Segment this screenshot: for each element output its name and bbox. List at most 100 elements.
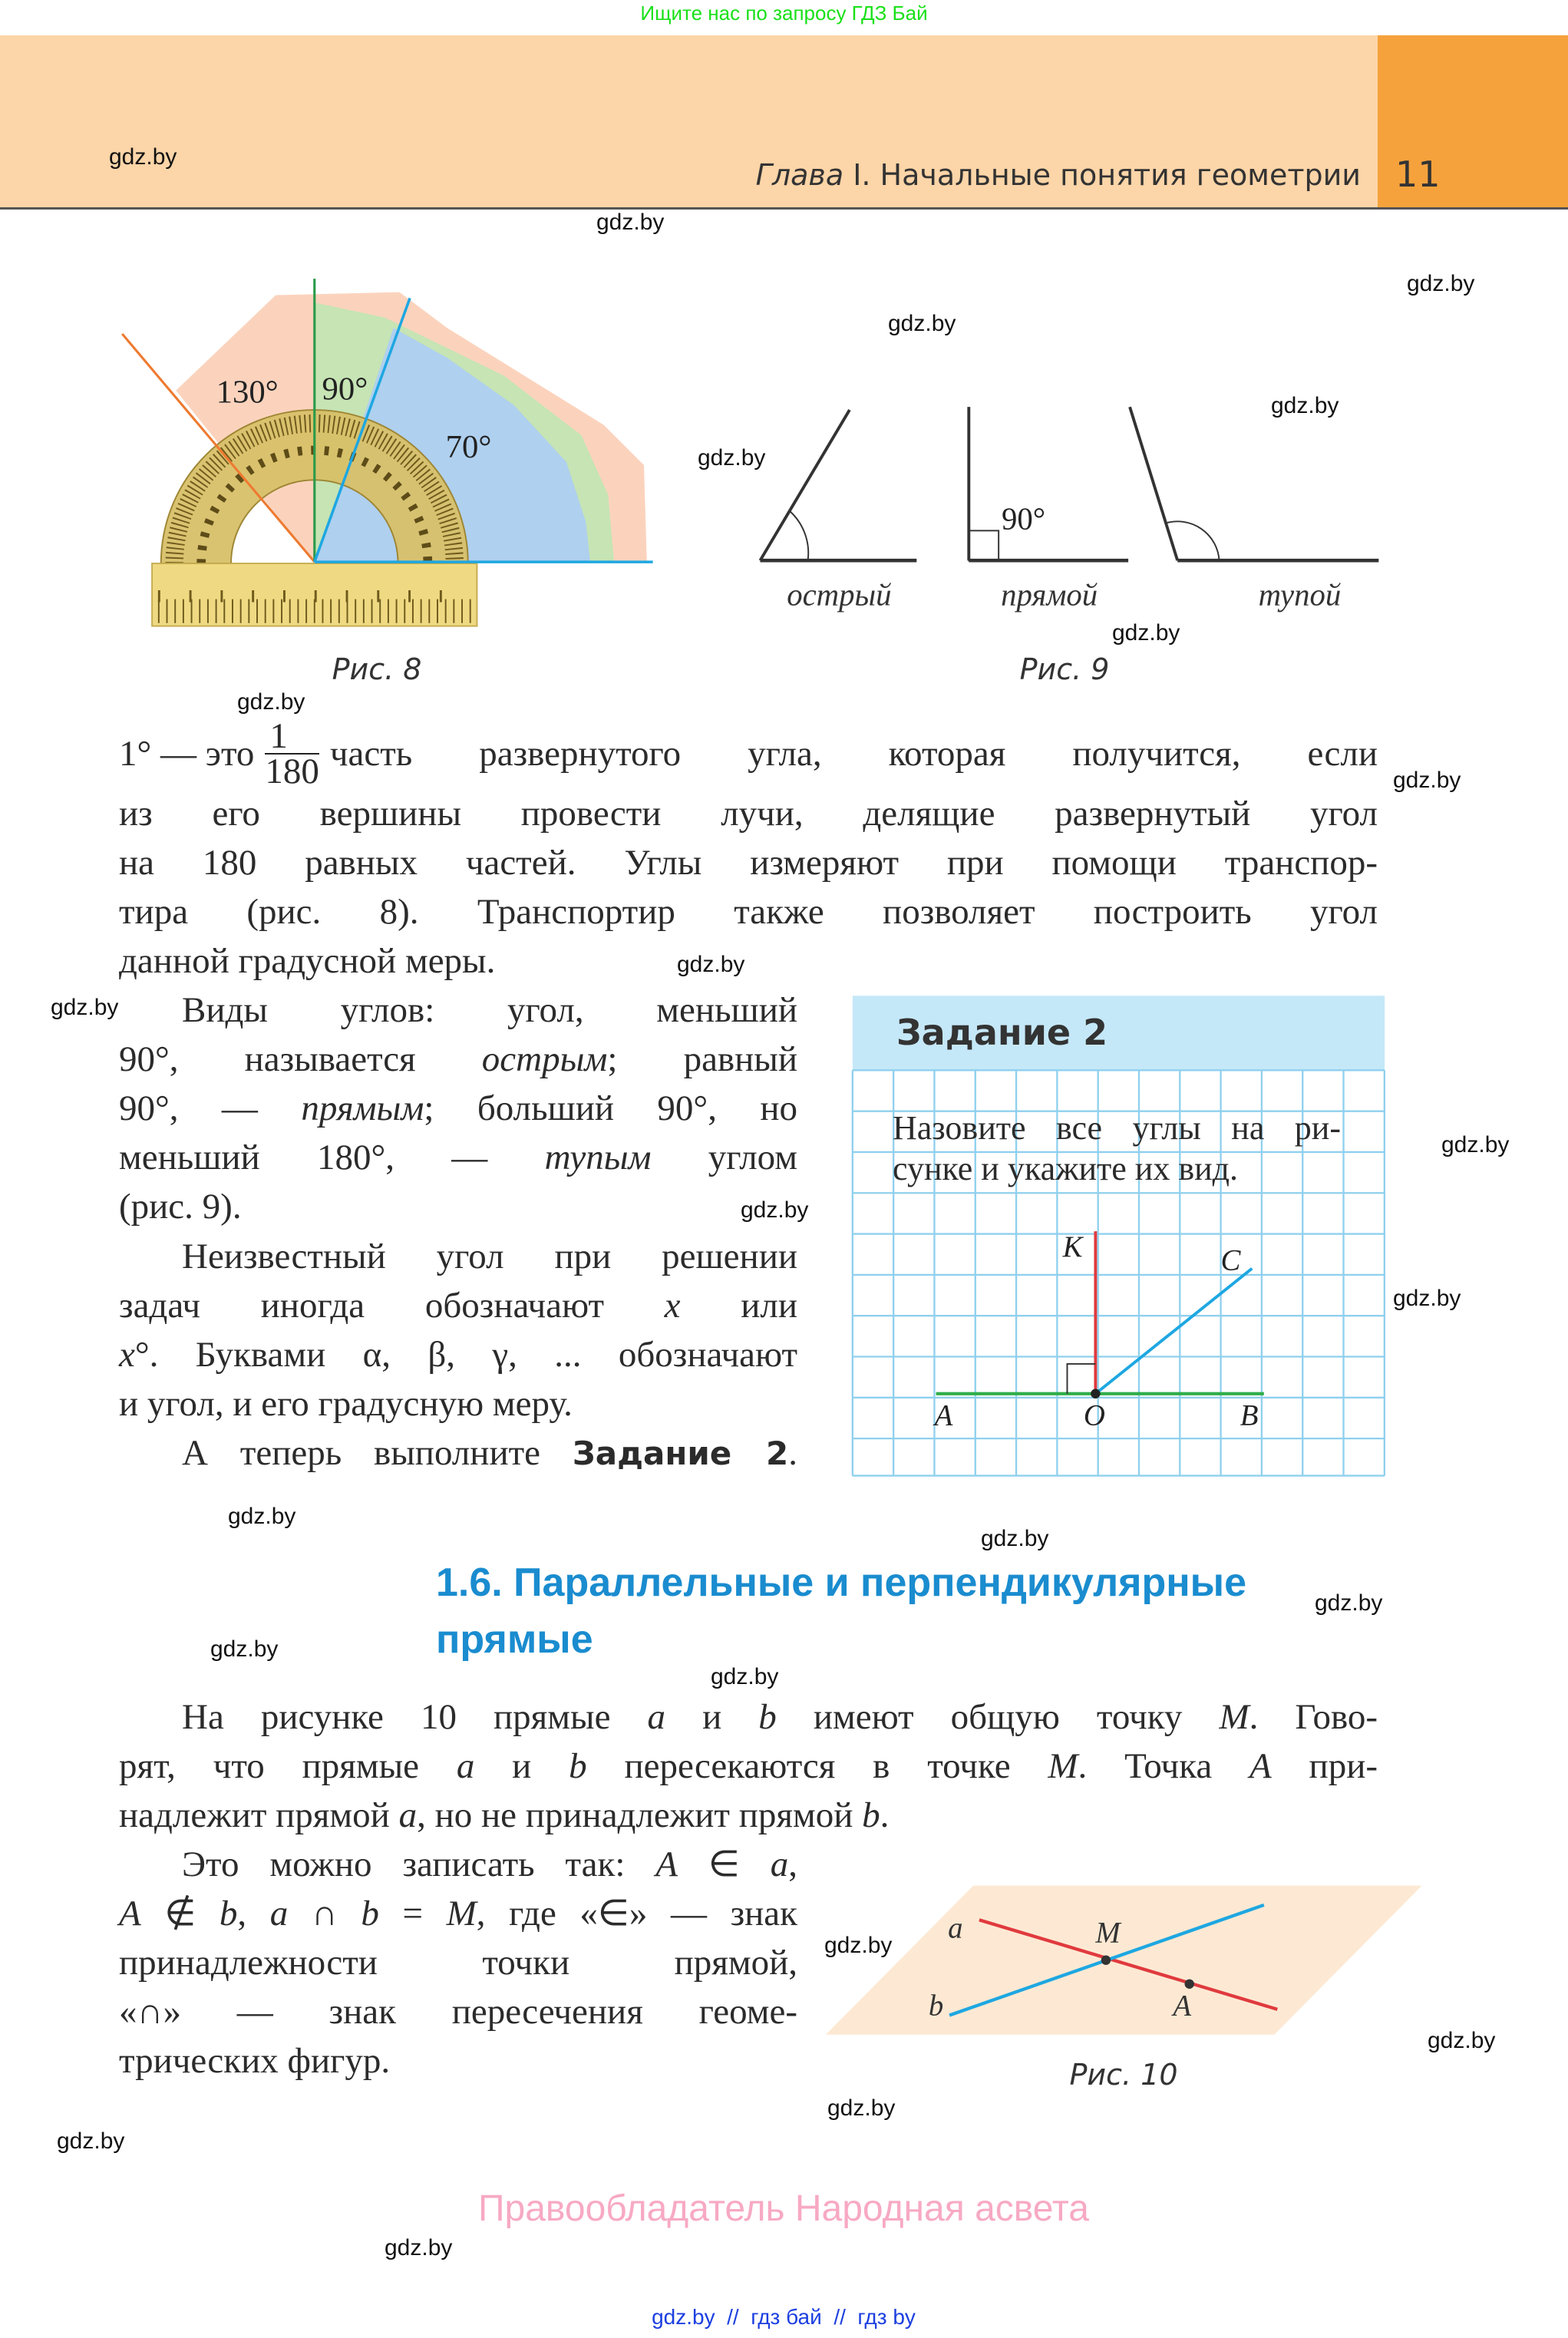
angle-types-line: Виды углов: угол, меньший	[182, 986, 797, 1035]
watermark: gdz.by	[1315, 1590, 1383, 1616]
text-run: на 180 равных частей. Углы измеряют при …	[119, 843, 1378, 883]
italic-term: A	[1249, 1746, 1272, 1786]
figure-9-caption: Рис. 9	[1019, 652, 1110, 686]
italic-term: M	[1048, 1746, 1078, 1786]
watermark: gdz.by	[1441, 1132, 1510, 1157]
text-run: и	[665, 1697, 759, 1737]
watermark: gdz.by	[741, 1197, 809, 1223]
watermark: gdz.by	[1393, 1286, 1461, 1311]
italic-term: M	[446, 1894, 477, 1933]
italic-term: прямым	[301, 1088, 424, 1128]
watermark: gdz.by	[1271, 393, 1339, 418]
text-run: или	[680, 1286, 797, 1326]
italic-term: a	[770, 1844, 789, 1884]
text-run: ,	[788, 1844, 797, 1884]
point-label-O: O	[1084, 1399, 1105, 1432]
figure-8-protractor: 130° 90° 70°	[121, 279, 653, 627]
task-grid	[851, 1069, 1385, 1477]
watermark: gdz.by	[888, 311, 956, 336]
italic-term: M	[1219, 1697, 1249, 1737]
italic-term: b	[219, 1894, 238, 1933]
italic-term: острым	[481, 1039, 608, 1079]
fraction-numerator: 1	[265, 718, 319, 755]
text-run: . Точка	[1078, 1746, 1249, 1786]
text-run: рят, что прямые	[119, 1746, 457, 1786]
angle-label-90: 90°	[322, 371, 368, 407]
watermark: gdz.by	[385, 2235, 453, 2260]
watermark: gdz.by	[1407, 271, 1475, 296]
footer-links[interactable]: gdz.by // гдз бай // гдз by	[652, 2305, 916, 2329]
page-number: 11	[1395, 154, 1441, 195]
bold-term: Задание 2	[572, 1435, 789, 1472]
italic-term: a	[269, 1894, 289, 1933]
text-run: , где «∈» — знак	[476, 1894, 797, 1933]
ray-OC	[1094, 1267, 1253, 1395]
paragraph-2-line: надлежит прямой a, но не принадлежит пря…	[119, 1791, 889, 1840]
paragraph-1-line: данной градусной меры.	[119, 936, 495, 986]
point-label-C: C	[1221, 1244, 1242, 1277]
text-run: .	[880, 1795, 890, 1835]
text-run: Это можно записать так:	[182, 1844, 656, 1884]
watermark: gdz.by	[210, 1636, 279, 1662]
angle-types-line: Неизвестный угол при решении	[182, 1232, 797, 1281]
page-number-tab	[1378, 35, 1568, 207]
text-run: ∩	[288, 1894, 361, 1933]
label-right: прямой	[1001, 577, 1098, 612]
angle-types-line: задач иногда обозначают x или	[119, 1281, 797, 1330]
orange-ray	[121, 333, 315, 563]
watermark: gdz.by	[57, 2128, 125, 2154]
watermark: gdz.by	[1428, 2028, 1496, 2053]
paragraph-3-line: «∩» — знак пересечения геоме-	[119, 1987, 797, 2036]
text-run: задач иногда обозначают	[119, 1286, 665, 1326]
label-A: A	[1170, 1990, 1191, 2023]
fraction-denominator: 180	[265, 751, 319, 791]
right-angle-label: 90°	[1002, 501, 1045, 536]
task-box: K C A O B	[851, 996, 1385, 1477]
text-run: Неизвестный угол при решении	[182, 1237, 797, 1276]
header-divider	[0, 207, 1568, 210]
watermark: gdz.by	[711, 1664, 779, 1689]
chapter-prefix: Глава	[755, 158, 844, 192]
italic-term: a	[647, 1697, 666, 1737]
figure-8-caption: Рис. 8	[332, 652, 422, 686]
watermark: gdz.by	[1112, 620, 1180, 646]
text-run: пересекаются в точке	[586, 1746, 1048, 1786]
angle-types-line: 90°, — прямым; больший 90°, но	[119, 1084, 797, 1133]
label-obtuse: тупой	[1259, 577, 1342, 612]
text-run: углом	[651, 1138, 797, 1177]
chapter-name: I. Начальные понятия геометрии	[843, 158, 1361, 192]
angle-types-line: (рис. 9).	[119, 1182, 242, 1231]
text-run: Виды углов: угол, меньший	[182, 990, 797, 1030]
right-angle	[967, 407, 1129, 563]
text-run: из его вершины провести лучи, делящие ра…	[119, 794, 1378, 834]
text-run: 90°, —	[119, 1088, 302, 1128]
watermark: gdz.by	[827, 2095, 896, 2121]
search-banner[interactable]: Ищите нас по запросу ГДЗ Бай	[640, 2, 928, 25]
task-header-bg	[852, 996, 1385, 1071]
label-acute: острый	[787, 577, 891, 612]
text-run: ,	[237, 1894, 270, 1933]
paragraph-2-line: рят, что прямые a и b пересекаются в точ…	[119, 1742, 1378, 1791]
text-run: , но не принадлежит прямой	[417, 1795, 863, 1835]
text-run: 90°, называется	[119, 1039, 482, 1079]
text-run: °. Буквами α, β, γ, ... обозначают	[134, 1335, 797, 1375]
text-run: тира (рис. 8). Транспортир также позволя…	[119, 892, 1378, 932]
italic-term: x	[664, 1286, 681, 1326]
angle-types-line: и угол, и его градусную меру.	[119, 1379, 573, 1428]
right-angle-mark	[1066, 1362, 1096, 1394]
italic-term: x	[119, 1335, 135, 1375]
angle-types-line: 90°, называется острым; равный	[119, 1035, 797, 1084]
text-run: при-	[1271, 1746, 1378, 1786]
text-run: трических фигур.	[119, 2041, 391, 2081]
text-run: . Гово-	[1249, 1697, 1378, 1737]
italic-term: b	[758, 1697, 777, 1737]
label-M: M	[1094, 1916, 1122, 1949]
plane	[825, 1885, 1422, 2035]
italic-term: тупым	[544, 1138, 652, 1177]
task-title: Задание 2	[896, 1012, 1108, 1053]
italic-term: b	[569, 1746, 587, 1786]
paragraph-1-line: тира (рис. 8). Транспортир также позволя…	[119, 887, 1378, 936]
figure-10-caption: Рис. 10	[1069, 2058, 1178, 2092]
text-run: имеют общую точку	[776, 1697, 1220, 1737]
